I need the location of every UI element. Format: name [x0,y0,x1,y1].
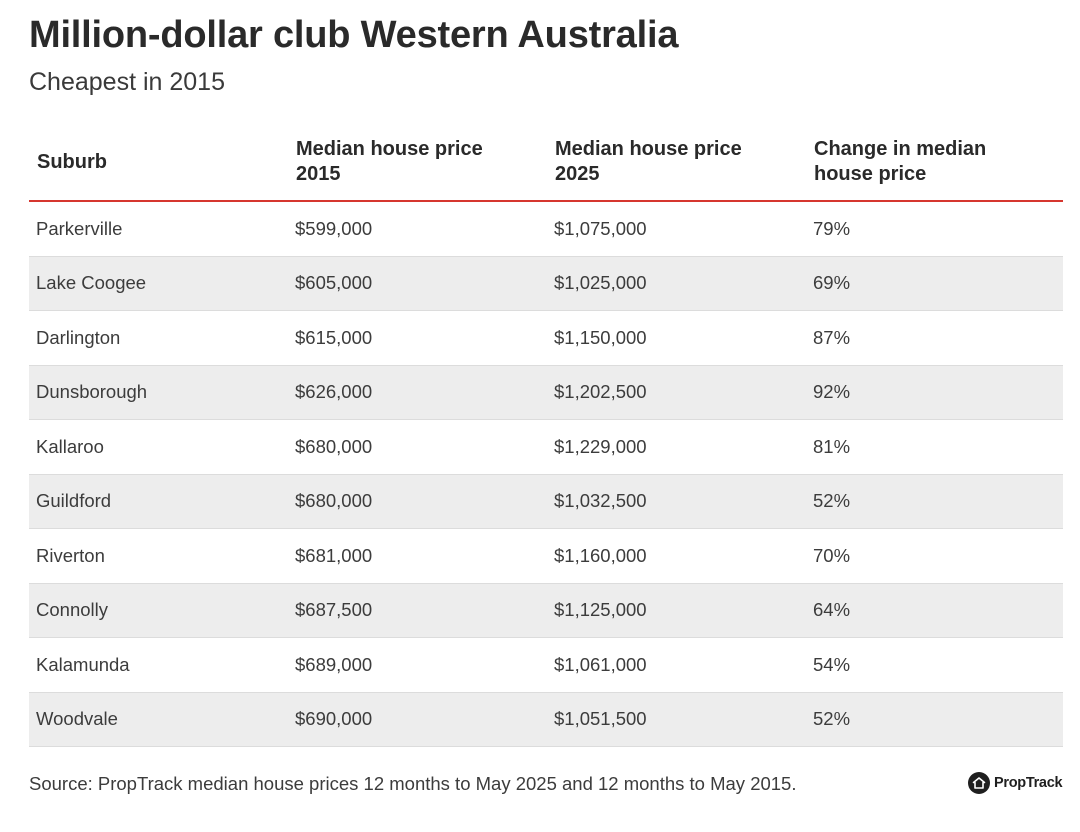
table-body: Parkerville $599,000 $1,075,000 79% Lake Coo… [29,201,1063,747]
data-table: Suburb Median house price 2015 Median ho… [29,124,1063,747]
table-row: Kallaroo $680,000 $1,229,000 81% [29,419,1063,475]
cell-suburb: Dunsborough [29,365,288,420]
cell-suburb: Woodvale [29,692,288,747]
cell-change: 64% [806,583,1063,638]
cell-price-2015: $626,000 [288,365,547,420]
source-note: Source: PropTrack median house prices 12… [29,773,797,794]
column-header-change: Change in median house price [806,124,1063,202]
cell-change: 69% [806,256,1063,311]
column-header-suburb: Suburb [29,124,288,202]
cell-price-2025: $1,150,000 [547,310,806,366]
header-line: Median house price [555,138,742,160]
cell-price-2015: $615,000 [288,310,547,366]
cell-price-2015: $689,000 [288,637,547,693]
table-row: Riverton $681,000 $1,160,000 70% [29,528,1063,584]
cell-suburb: Darlington [29,310,288,366]
cell-price-2015: $680,000 [288,474,547,529]
cell-change: 79% [806,201,1063,257]
cell-price-2025: $1,229,000 [547,419,806,475]
cell-suburb: Parkerville [29,201,288,257]
cell-price-2015: $690,000 [288,692,547,747]
cell-price-2025: $1,061,000 [547,637,806,693]
cell-change: 87% [806,310,1063,366]
cell-suburb: Connolly [29,583,288,638]
logo-text: PropTrack [994,775,1063,791]
cell-change: 52% [806,692,1063,747]
cell-change: 52% [806,474,1063,529]
proptrack-logo: PropTrack [968,771,1063,795]
cell-suburb: Riverton [29,528,288,584]
cell-price-2015: $680,000 [288,419,547,475]
cell-price-2025: $1,051,500 [547,692,806,747]
chart-title: Million-dollar club Western Australia [29,14,679,56]
column-header-price-2015: Median house price 2015 [288,124,547,202]
header-line: Change in median [814,138,987,160]
table-row: Lake Coogee $605,000 $1,025,000 69% [29,256,1063,311]
cell-price-2015: $599,000 [288,201,547,257]
chart-subtitle: Cheapest in 2015 [29,68,225,96]
table-row: Parkerville $599,000 $1,075,000 79% [29,201,1063,257]
cell-price-2025: $1,032,500 [547,474,806,529]
table-row: Woodvale $690,000 $1,051,500 52% [29,692,1063,747]
header-line: 2015 [296,163,341,185]
cell-price-2025: $1,075,000 [547,201,806,257]
column-header-price-2025: Median house price 2025 [547,124,806,202]
cell-suburb: Kalamunda [29,637,288,693]
cell-change: 70% [806,528,1063,584]
cell-price-2025: $1,202,500 [547,365,806,420]
cell-suburb: Lake Coogee [29,256,288,311]
cell-price-2025: $1,125,000 [547,583,806,638]
cell-change: 54% [806,637,1063,693]
house-icon [968,772,990,794]
table-row: Guildford $680,000 $1,032,500 52% [29,474,1063,529]
cell-change: 81% [806,419,1063,475]
header-row: Suburb Median house price 2015 Median ho… [29,124,1063,202]
cell-suburb: Guildford [29,474,288,529]
table-header: Suburb Median house price 2015 Median ho… [29,124,1063,202]
cell-suburb: Kallaroo [29,419,288,475]
cell-price-2025: $1,025,000 [547,256,806,311]
header-line: house price [814,163,927,185]
cell-change: 92% [806,365,1063,420]
cell-price-2015: $687,500 [288,583,547,638]
table-row: Darlington $615,000 $1,150,000 87% [29,310,1063,366]
header-line: Suburb [37,150,107,173]
header-line: Median house price [296,138,483,160]
header-line: 2025 [555,163,600,185]
cell-price-2015: $605,000 [288,256,547,311]
table-row: Dunsborough $626,000 $1,202,500 92% [29,365,1063,420]
table-row: Kalamunda $689,000 $1,061,000 54% [29,637,1063,693]
cell-price-2025: $1,160,000 [547,528,806,584]
cell-price-2015: $681,000 [288,528,547,584]
table-row: Connolly $687,500 $1,125,000 64% [29,583,1063,638]
